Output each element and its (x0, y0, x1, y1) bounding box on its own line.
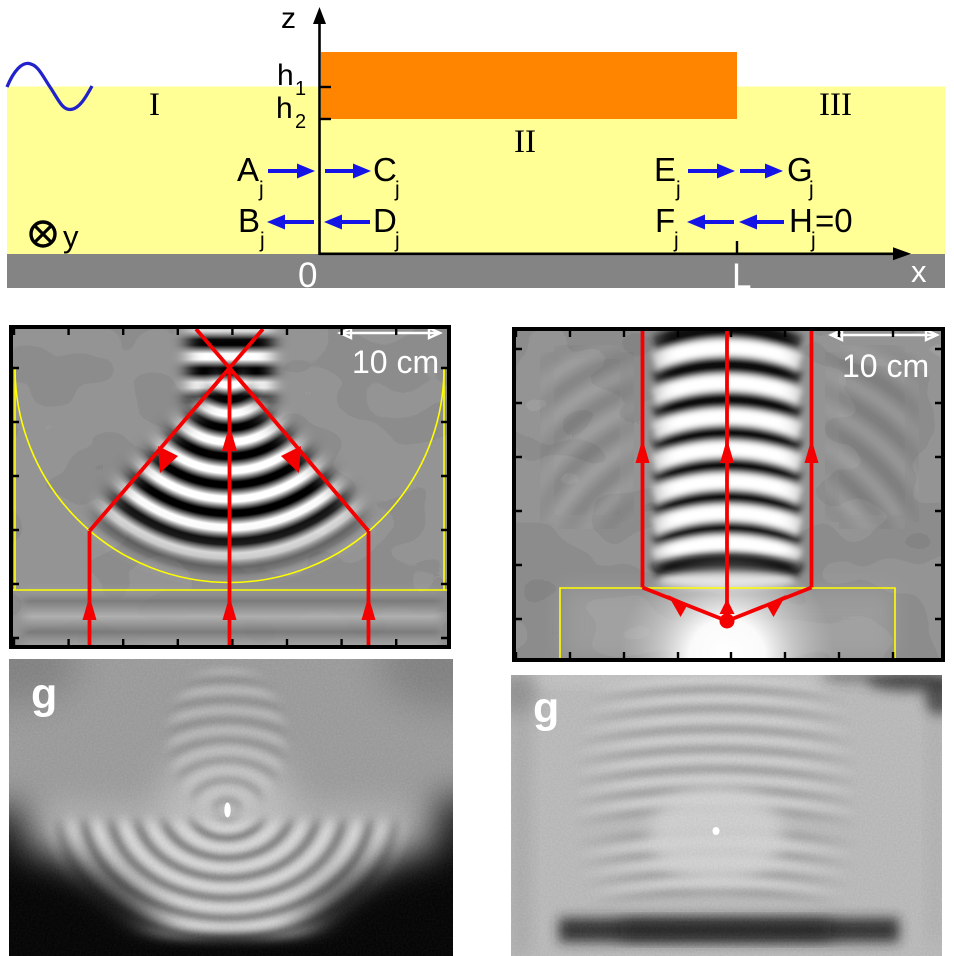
svg-text:j: j (808, 178, 814, 201)
svg-text:B: B (238, 202, 260, 239)
svg-text:y: y (63, 219, 79, 254)
svg-text:h: h (276, 92, 293, 125)
svg-text:1: 1 (295, 78, 306, 100)
svg-text:j: j (810, 229, 816, 252)
svg-text:0: 0 (298, 256, 317, 295)
svg-text:z: z (281, 2, 296, 35)
svg-text:h: h (277, 59, 294, 92)
svg-text:2: 2 (295, 111, 306, 133)
svg-text:10 cm: 10 cm (842, 348, 929, 384)
svg-text:j: j (259, 229, 265, 252)
svg-text:j: j (394, 229, 400, 252)
svg-text:H: H (789, 202, 813, 239)
svg-text:A: A (237, 151, 259, 188)
svg-text:D: D (373, 202, 397, 239)
svg-text:III: III (819, 87, 852, 123)
svg-text:j: j (394, 178, 400, 201)
svg-text:10 cm: 10 cm (352, 344, 439, 380)
svg-text:g: g (31, 670, 57, 718)
svg-text:=0: =0 (815, 202, 853, 239)
svg-text:j: j (258, 178, 264, 201)
svg-text:G: G (787, 151, 813, 188)
svg-text:x: x (911, 254, 927, 289)
svg-text:j: j (675, 178, 681, 201)
svg-text:C: C (373, 151, 397, 188)
svg-text:L: L (732, 257, 751, 296)
svg-text:g: g (533, 684, 559, 732)
svg-text:E: E (654, 151, 676, 188)
svg-text:II: II (514, 124, 536, 160)
svg-text:j: j (673, 229, 679, 252)
svg-text:I: I (149, 87, 160, 123)
svg-text:F: F (655, 202, 675, 239)
